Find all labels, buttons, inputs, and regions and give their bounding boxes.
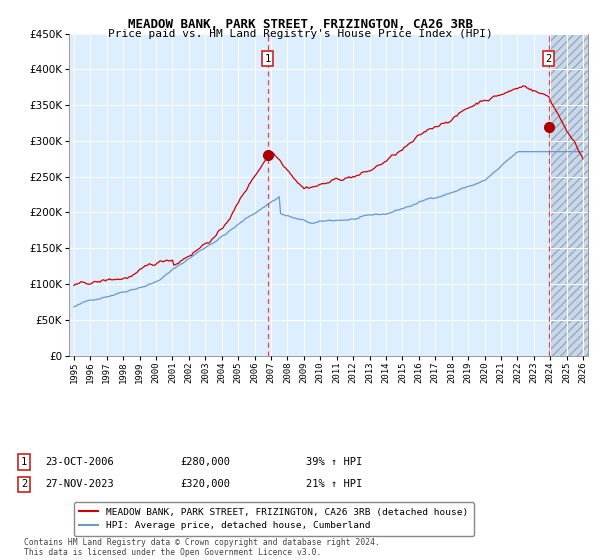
Text: 1: 1	[265, 54, 271, 64]
Text: 21% ↑ HPI: 21% ↑ HPI	[306, 479, 362, 489]
Text: 27-NOV-2023: 27-NOV-2023	[45, 479, 114, 489]
Text: Contains HM Land Registry data © Crown copyright and database right 2024.
This d: Contains HM Land Registry data © Crown c…	[24, 538, 380, 557]
Text: £320,000: £320,000	[180, 479, 230, 489]
Text: Price paid vs. HM Land Registry's House Price Index (HPI): Price paid vs. HM Land Registry's House …	[107, 29, 493, 39]
Legend: MEADOW BANK, PARK STREET, FRIZINGTON, CA26 3RB (detached house), HPI: Average pr: MEADOW BANK, PARK STREET, FRIZINGTON, CA…	[74, 502, 474, 536]
Text: 2: 2	[545, 54, 552, 64]
Bar	[548, 34, 599, 356]
Text: 2: 2	[21, 479, 27, 489]
Text: MEADOW BANK, PARK STREET, FRIZINGTON, CA26 3RB: MEADOW BANK, PARK STREET, FRIZINGTON, CA…	[128, 18, 473, 31]
Text: 1: 1	[21, 457, 27, 467]
Text: 39% ↑ HPI: 39% ↑ HPI	[306, 457, 362, 467]
Text: 23-OCT-2006: 23-OCT-2006	[45, 457, 114, 467]
Text: £280,000: £280,000	[180, 457, 230, 467]
Bar	[548, 34, 599, 356]
